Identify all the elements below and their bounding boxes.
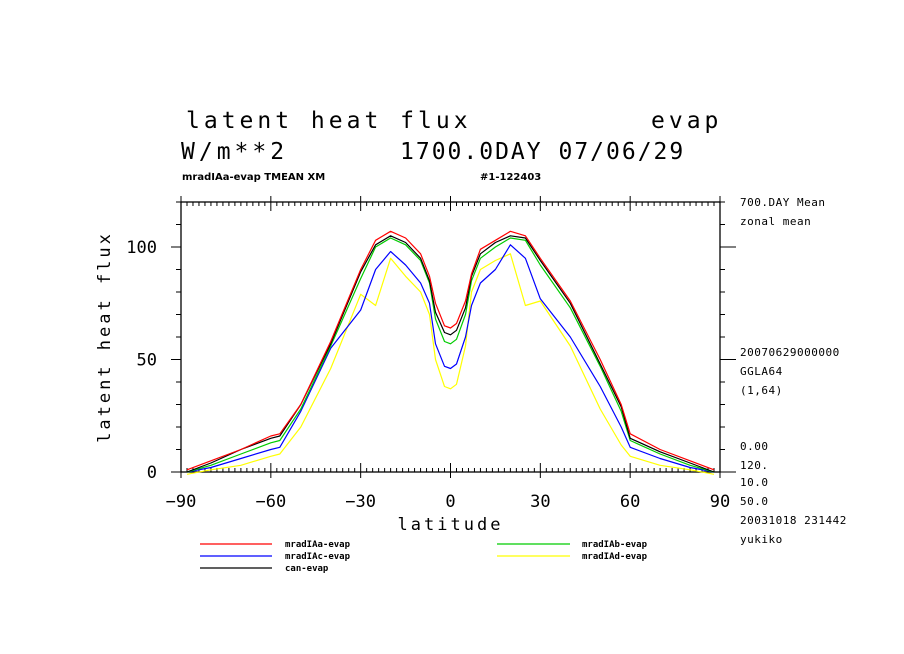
chart-title: latent heat flux xyxy=(186,108,472,134)
y-axis-label: latent heat flux xyxy=(95,231,115,443)
legend-label-can-evap: can-evap xyxy=(285,564,329,574)
x-tick-label: −60 xyxy=(255,492,286,512)
x-tick-label: 60 xyxy=(620,492,640,512)
side-info-zonal: zonal mean xyxy=(740,215,812,228)
series-line-mradIAb-evap xyxy=(186,237,715,473)
side-info-grid: GGLA64 xyxy=(740,365,783,378)
y-tick-label: 50 xyxy=(137,351,157,371)
axes-layer: −90 −60 −30 0 30 60 90 0 50 100 latitude latent hea… xyxy=(95,196,736,535)
series-line-mradIAc-evap xyxy=(186,244,715,473)
series-line-mradIAa-evap xyxy=(186,230,715,471)
series-line-mradIAd-evap xyxy=(186,253,715,475)
series-layer xyxy=(186,230,715,475)
y-tick-label: 0 xyxy=(147,463,157,483)
side-info-max: 120. xyxy=(740,459,769,472)
side-info-min: 0.00 xyxy=(740,440,769,453)
side-info-user: yukiko xyxy=(740,533,783,546)
variable-name: evap xyxy=(651,108,723,134)
legend-label-mradIAc-evap: mradIAc-evap xyxy=(285,552,351,562)
side-info-level: 50.0 xyxy=(740,495,769,508)
experiment-label: mradIAa-evap TMEAN XM xyxy=(182,172,326,183)
legend-label-mradIAd-evap: mradIAd-evap xyxy=(582,552,648,562)
units-label: W/m**2 xyxy=(181,139,289,165)
x-tick-label: 0 xyxy=(445,492,455,512)
plot-frame xyxy=(180,201,721,473)
x-axis-label: latitude xyxy=(398,515,504,535)
x-tick-label: 30 xyxy=(530,492,550,512)
legend-label-mradIAb-evap: mradIAb-evap xyxy=(582,540,648,550)
side-info-index: (1,64) xyxy=(740,384,783,397)
x-tick-label: 90 xyxy=(710,492,730,512)
side-info-interval: 10.0 xyxy=(740,476,769,489)
side-info-timestamp: 20031018 231442 xyxy=(740,514,847,527)
legend-label-mradIAa-evap: mradIAa-evap xyxy=(285,540,351,550)
run-id-label: #1-122403 xyxy=(480,172,542,183)
x-tick-label: −90 xyxy=(166,492,197,512)
side-info-mean: 700.DAY Mean xyxy=(740,196,826,209)
y-tick-label: 100 xyxy=(126,238,157,258)
time-label: 1700.0DAY 07/06/29 xyxy=(400,139,686,165)
x-tick-label: −30 xyxy=(345,492,376,512)
side-info-date: 20070629000000 xyxy=(740,346,840,359)
legend-layer: mradIAa-evap mradIAb-evap mradIAc-evap mrad… xyxy=(200,540,648,574)
